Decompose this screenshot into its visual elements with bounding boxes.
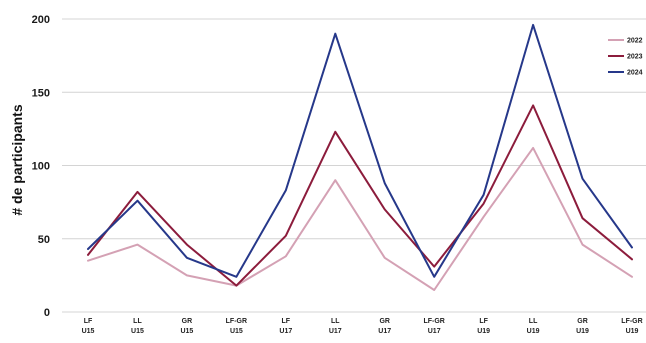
y-axis-label: # de participants — [9, 104, 25, 215]
x-tick-label: LF U15 — [82, 318, 95, 335]
y-tick-label: 200 — [32, 14, 50, 26]
x-tick-label: LF U17 — [279, 318, 292, 335]
x-tick-label: LL U15 — [131, 318, 144, 335]
legend: 2022 2023 2024 — [608, 38, 643, 77]
y-tick-label: 0 — [44, 307, 50, 319]
x-tick-label: GR U15 — [180, 318, 193, 335]
series-line-2022 — [87, 146, 633, 291]
y-axis-ticks: 0 50 100 150 200 — [32, 14, 50, 319]
x-tick-label: LF-GR U15 — [226, 318, 247, 335]
legend-label-2023: 2023 — [627, 54, 643, 61]
grid-lines — [62, 18, 646, 313]
x-tick-label: LF-GR U17 — [423, 318, 444, 335]
y-tick-label: 150 — [32, 87, 50, 99]
y-tick-label: 50 — [38, 234, 50, 246]
series-lines — [87, 23, 633, 291]
series-line-2024 — [87, 23, 633, 278]
x-tick-label: LL U19 — [527, 318, 540, 335]
x-tick-label: GR U17 — [378, 318, 391, 335]
y-tick-label: 100 — [32, 161, 50, 173]
legend-label-2022: 2022 — [627, 38, 643, 45]
legend-label-2024: 2024 — [627, 70, 643, 77]
series-line-2023 — [87, 104, 633, 287]
x-tick-label: LF U19 — [477, 318, 490, 335]
x-tick-label: LF-GR U19 — [621, 318, 642, 335]
x-axis-ticks: LF U15 LL U15 GR U15 LF-GR U15 LF U17 LL U17 GR U17 LF… — [82, 318, 643, 335]
x-tick-label: GR U19 — [576, 318, 589, 335]
x-tick-label: LL U17 — [329, 318, 342, 335]
